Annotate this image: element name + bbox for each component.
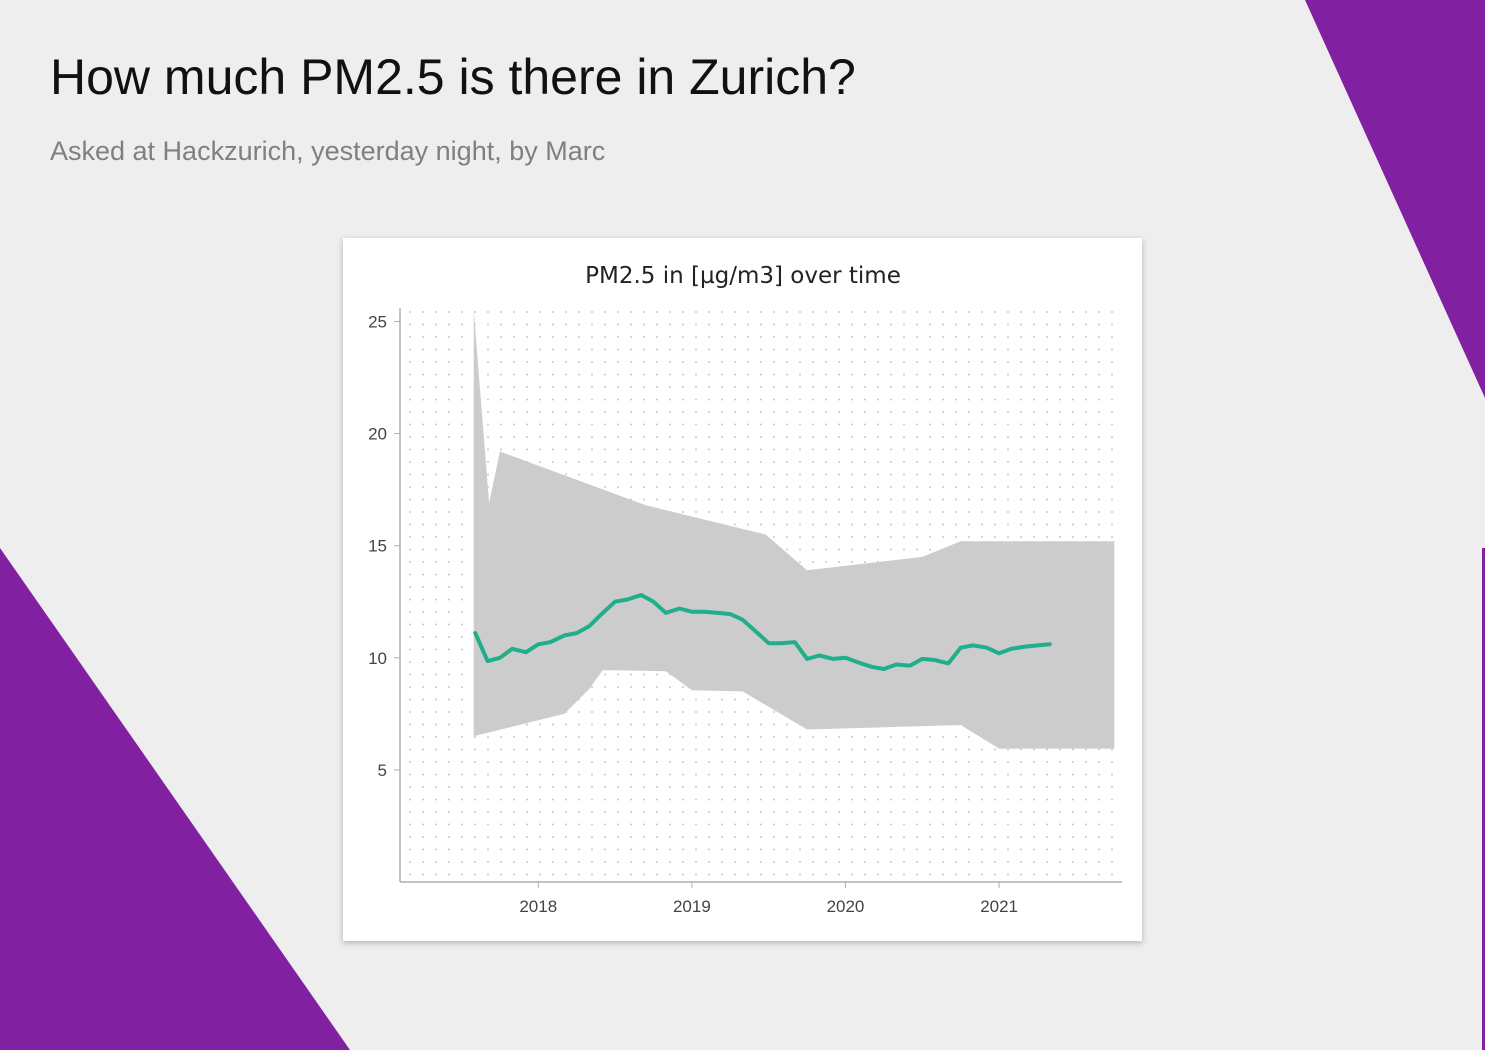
y-tick-label: 10 xyxy=(368,649,387,668)
y-tick-labels: 5 10 15 20 25 xyxy=(368,312,400,780)
right-edge-accent-strip xyxy=(1482,548,1485,1050)
chart-title: PM2.5 in [µg/m3] over time xyxy=(585,263,901,289)
x-tick-label: 2018 xyxy=(519,897,557,916)
page-title: How much PM2.5 is there in Zurich? xyxy=(50,49,856,105)
page-subtitle: Asked at Hackzurich, yesterday night, by… xyxy=(50,136,606,166)
x-tick-label: 2021 xyxy=(980,897,1018,916)
y-tick-label: 25 xyxy=(368,312,387,331)
x-tick-label: 2019 xyxy=(673,897,711,916)
confidence-band xyxy=(473,310,1115,749)
chart-card: PM2.5 in [µg/m3] over time 5 10 15 20 25 201… xyxy=(343,238,1142,941)
bottom-left-accent-shape xyxy=(0,548,350,1050)
y-tick-label: 5 xyxy=(378,761,387,780)
top-right-accent-shape xyxy=(1305,0,1485,398)
pm25-chart: PM2.5 in [µg/m3] over time 5 10 15 20 25 201… xyxy=(368,263,1122,916)
x-tick-label: 2020 xyxy=(827,897,865,916)
y-tick-label: 20 xyxy=(368,425,387,444)
y-tick-label: 15 xyxy=(368,537,387,556)
x-tick-labels: 2018 2019 2020 2021 xyxy=(519,882,1018,916)
pm25-series-line xyxy=(473,593,1052,671)
